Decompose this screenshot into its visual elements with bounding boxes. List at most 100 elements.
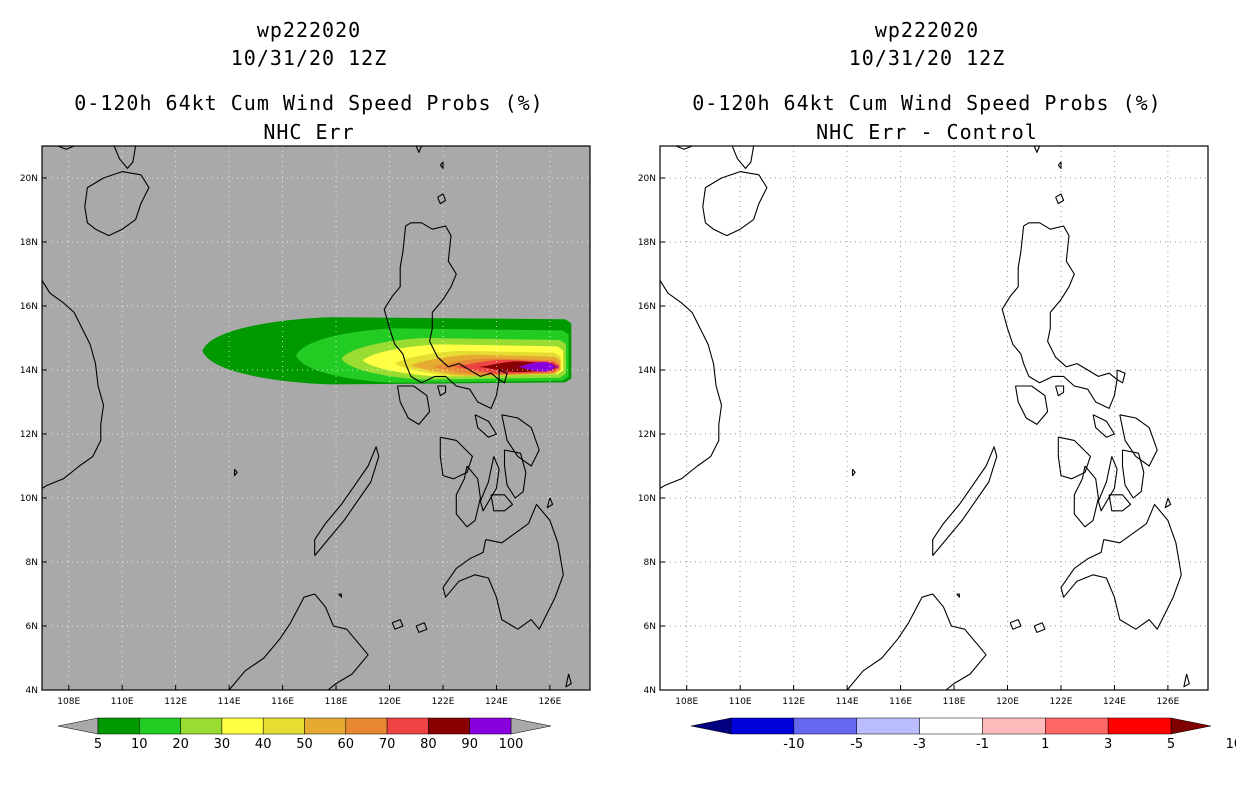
right-map: 108E 110E 112E 114E 116E 118E 120E 122E 124E 126E… (638, 145, 1236, 752)
right-coast-bohol (1108, 494, 1132, 512)
left-colorbar-swatch (428, 717, 470, 735)
left-colorbar-label: 40 (255, 737, 272, 752)
right-lat-label: 6N (644, 622, 656, 632)
right-coast-panay (1057, 436, 1091, 480)
left-lon-label: 124E (485, 697, 508, 707)
left-coast-spratly (233, 468, 238, 477)
left-lat-label: 20N (20, 174, 38, 184)
left-storm-id: wp222020 (256, 18, 362, 42)
right-colorbar-label: 10 (1226, 737, 1236, 752)
left-coast-talaud (565, 673, 572, 688)
left-lat-label: 8N (26, 558, 38, 568)
right-lat-label: 12N (638, 430, 656, 440)
right-colorbar-label: -10 (783, 737, 804, 752)
left-colorbar-swatch (345, 717, 388, 735)
right-coast-negros (1073, 465, 1099, 528)
right-coast-marinduque (1055, 385, 1065, 397)
left-coast-mindoro (396, 385, 431, 425)
right-lat-label: 4N (644, 686, 656, 696)
left-lon-label: 112E (164, 697, 187, 707)
left-colorbar-swatch (139, 717, 181, 735)
left-lon-label: 118E (325, 697, 348, 707)
left-colorbar-label: 20 (172, 737, 189, 752)
right-plot-background (660, 146, 1208, 690)
right-lon-label: 114E (836, 697, 859, 707)
right-coast-leyte (1121, 449, 1145, 499)
left-lon-label: 122E (432, 697, 455, 707)
right-coast-masbate (1092, 414, 1115, 438)
right-colorbar-label: -5 (850, 737, 863, 752)
right-coast-mindanao (1060, 503, 1182, 630)
left-lat-label: 18N (20, 238, 38, 248)
left-colorbar-label: 5 (94, 737, 102, 752)
left-coast-hainan (84, 171, 150, 237)
right-coast-china_coast (675, 145, 693, 150)
right-colorbar: -10 -5 -3 -1 1 3 5 10 (690, 717, 1236, 752)
right-colorbar-label: 5 (1167, 737, 1175, 752)
left-coastlines (41, 145, 572, 691)
left-coast-taiwan_dot (415, 145, 423, 153)
right-gridlines (660, 146, 1208, 690)
right-coast-palawan (932, 446, 998, 556)
right-subtitle: NHC Err - Control (816, 120, 1038, 144)
left-product-title: 0-120h 64kt Cum Wind Speed Probs (%) (74, 91, 544, 115)
left-colorbar-under-arrow (57, 717, 99, 735)
left-coast-bohol (490, 494, 514, 512)
left-colorbar-swatch (180, 717, 223, 735)
right-coast-hainan (702, 171, 768, 237)
left-coast-china_coast (57, 145, 75, 150)
left-lon-label: 126E (538, 697, 561, 707)
left-colorbar-label: 10 (131, 737, 148, 752)
right-lon-label: 120E (996, 697, 1019, 707)
left-coast-leyte (503, 449, 527, 499)
right-coast-sulu2 (1033, 622, 1046, 633)
left-panel: wp222020 10/31/20 12Z 0-120h 64kt Cum Wi… (20, 18, 591, 752)
right-coast-luichow (731, 145, 755, 169)
right-coastlines (659, 145, 1190, 691)
left-coast-catanduanes (498, 369, 508, 384)
left-colorbar-swatch (262, 717, 305, 735)
left-coast-negros (455, 465, 481, 528)
right-lon-label: 126E (1156, 697, 1179, 707)
left-coast-panay (439, 436, 473, 480)
right-colorbar-under-arrow (690, 717, 732, 735)
right-lon-label: 108E (675, 697, 698, 707)
right-lon-label: 124E (1103, 697, 1126, 707)
right-coast-mindoro (1014, 385, 1049, 425)
left-colorbar-label: 90 (461, 737, 478, 752)
left-lat-label: 16N (20, 302, 38, 312)
left-coast-siargao (546, 497, 554, 509)
left-coast-babuyan (437, 193, 447, 205)
left-colorbar-label: 60 (338, 737, 355, 752)
right-product-title: 0-120h 64kt Cum Wind Speed Probs (%) (692, 91, 1162, 115)
right-colorbar-label: -1 (976, 737, 989, 752)
left-lon-label: 114E (218, 697, 241, 707)
left-coast-marinduque (437, 385, 447, 397)
left-subtitle: NHC Err (263, 120, 355, 144)
right-coast-taiwan_dot (1033, 145, 1041, 153)
left-coast-borneo (228, 593, 369, 691)
left-colorbar-swatch (97, 717, 140, 735)
right-colorbar-swatch (793, 717, 857, 735)
left-coast-vietnam (41, 280, 105, 489)
right-lon-label: 122E (1050, 697, 1073, 707)
left-plot-background (42, 146, 590, 690)
right-colorbar-swatch (730, 717, 795, 735)
left-colorbar-label: 100 (499, 737, 524, 752)
left-colorbar-label: 30 (214, 737, 231, 752)
left-lat-label: 12N (20, 430, 38, 440)
right-coast-cebu (1097, 456, 1118, 512)
right-coast-talaud (1183, 673, 1190, 688)
left-gridlines (42, 146, 590, 690)
left-coast-masbate (474, 414, 497, 438)
left-colorbar-label: 50 (296, 737, 313, 752)
left-lat-label: 4N (26, 686, 38, 696)
left-lon-label: 116E (271, 697, 294, 707)
right-panel: wp222020 10/31/20 12Z 0-120h 64kt Cum Wi… (618, 0, 1236, 800)
right-colorbar-label: 1 (1041, 737, 1049, 752)
left-map: 108E 110E 112E 114E 116E 118E 120E 122E 124E 126E… (20, 145, 591, 752)
left-lon-label: 120E (378, 697, 401, 707)
right-colorbar-swatch (982, 717, 1046, 735)
right-coast-sulu1 (1009, 619, 1022, 630)
right-colorbar-swatch (919, 717, 983, 735)
